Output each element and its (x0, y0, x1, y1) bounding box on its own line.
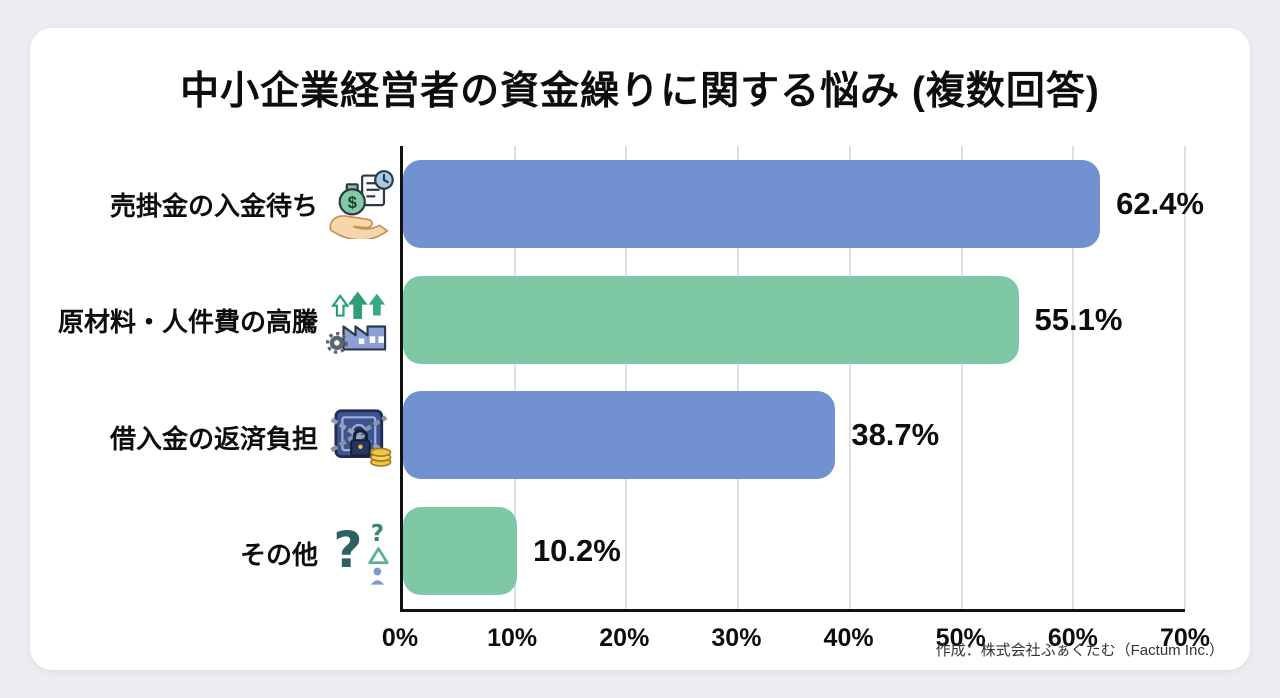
x-axis-tick: 0% (381, 624, 419, 652)
svg-text:$: $ (348, 194, 357, 212)
svg-text:?: ? (371, 521, 384, 547)
x-axis-tick: 70% (1159, 624, 1211, 652)
x-axis-tick: 10% (487, 624, 538, 652)
bar (403, 275, 1019, 364)
category-label: 借入金の返済負担 (109, 423, 318, 454)
x-axis-tick: 50% (935, 624, 986, 652)
x-axis-tick: 30% (711, 624, 762, 652)
invoice-payment-icon: $ (326, 169, 396, 240)
category-label-row: 借入金の返済負担 (48, 379, 396, 496)
bar-row: 10.2% (403, 493, 1185, 609)
gridline (960, 146, 963, 609)
chart-card: 中小企業経営者の資金繰りに関する悩み (複数回答) 売掛金の入金待ち $ 原材料… (30, 28, 1250, 670)
category-labels: 売掛金の入金待ち $ 原材料・人件費の高騰 借入金の返済負担 (48, 146, 396, 612)
chart-title: 中小企業経営者の資金繰りに関する悩み (複数回答) (180, 70, 1100, 113)
x-axis-tick: 20% (599, 624, 650, 652)
value-label: 38.7% (851, 417, 940, 453)
plot-area: 62.4% 55.1% 38.7% 10.2% (400, 146, 1204, 612)
category-label: 売掛金の入金待ち (109, 190, 318, 221)
gridline (625, 146, 628, 609)
gridline (737, 146, 740, 609)
category-label-row: 原材料・人件費の高騰 (48, 263, 396, 380)
bar-row: 62.4% (403, 146, 1204, 262)
bar-row: 55.1% (403, 262, 1185, 378)
gridline (848, 146, 851, 609)
category-label: その他 (239, 540, 318, 571)
x-axis-tick: 40% (823, 624, 874, 652)
category-label: 原材料・人件費の高騰 (57, 307, 318, 338)
value-label: 55.1% (1034, 301, 1123, 337)
value-label: 62.4% (1116, 185, 1204, 221)
category-label-row: 売掛金の入金待ち $ (48, 146, 396, 263)
bar (403, 159, 1101, 248)
svg-text:?: ? (333, 520, 362, 579)
bar (403, 391, 836, 480)
rising-costs-icon (326, 286, 396, 356)
gridline (1184, 146, 1186, 609)
bar (403, 507, 517, 596)
x-axis: 0% 10% 20% 30% 40% 50% 60% 70% (382, 620, 1210, 656)
loan-safe-icon (326, 402, 396, 472)
question-icon: ? ? (326, 519, 396, 589)
bar-row: 38.7% (403, 378, 1185, 494)
category-label-row: その他 ? ? (48, 496, 396, 613)
gridline (1072, 146, 1075, 609)
gridline (513, 146, 516, 609)
value-label: 10.2% (532, 533, 621, 569)
source-credit: 作成：株式会社ふぁくたむ（Factum Inc.） (935, 642, 1224, 659)
x-axis-tick: 60% (1047, 624, 1098, 652)
